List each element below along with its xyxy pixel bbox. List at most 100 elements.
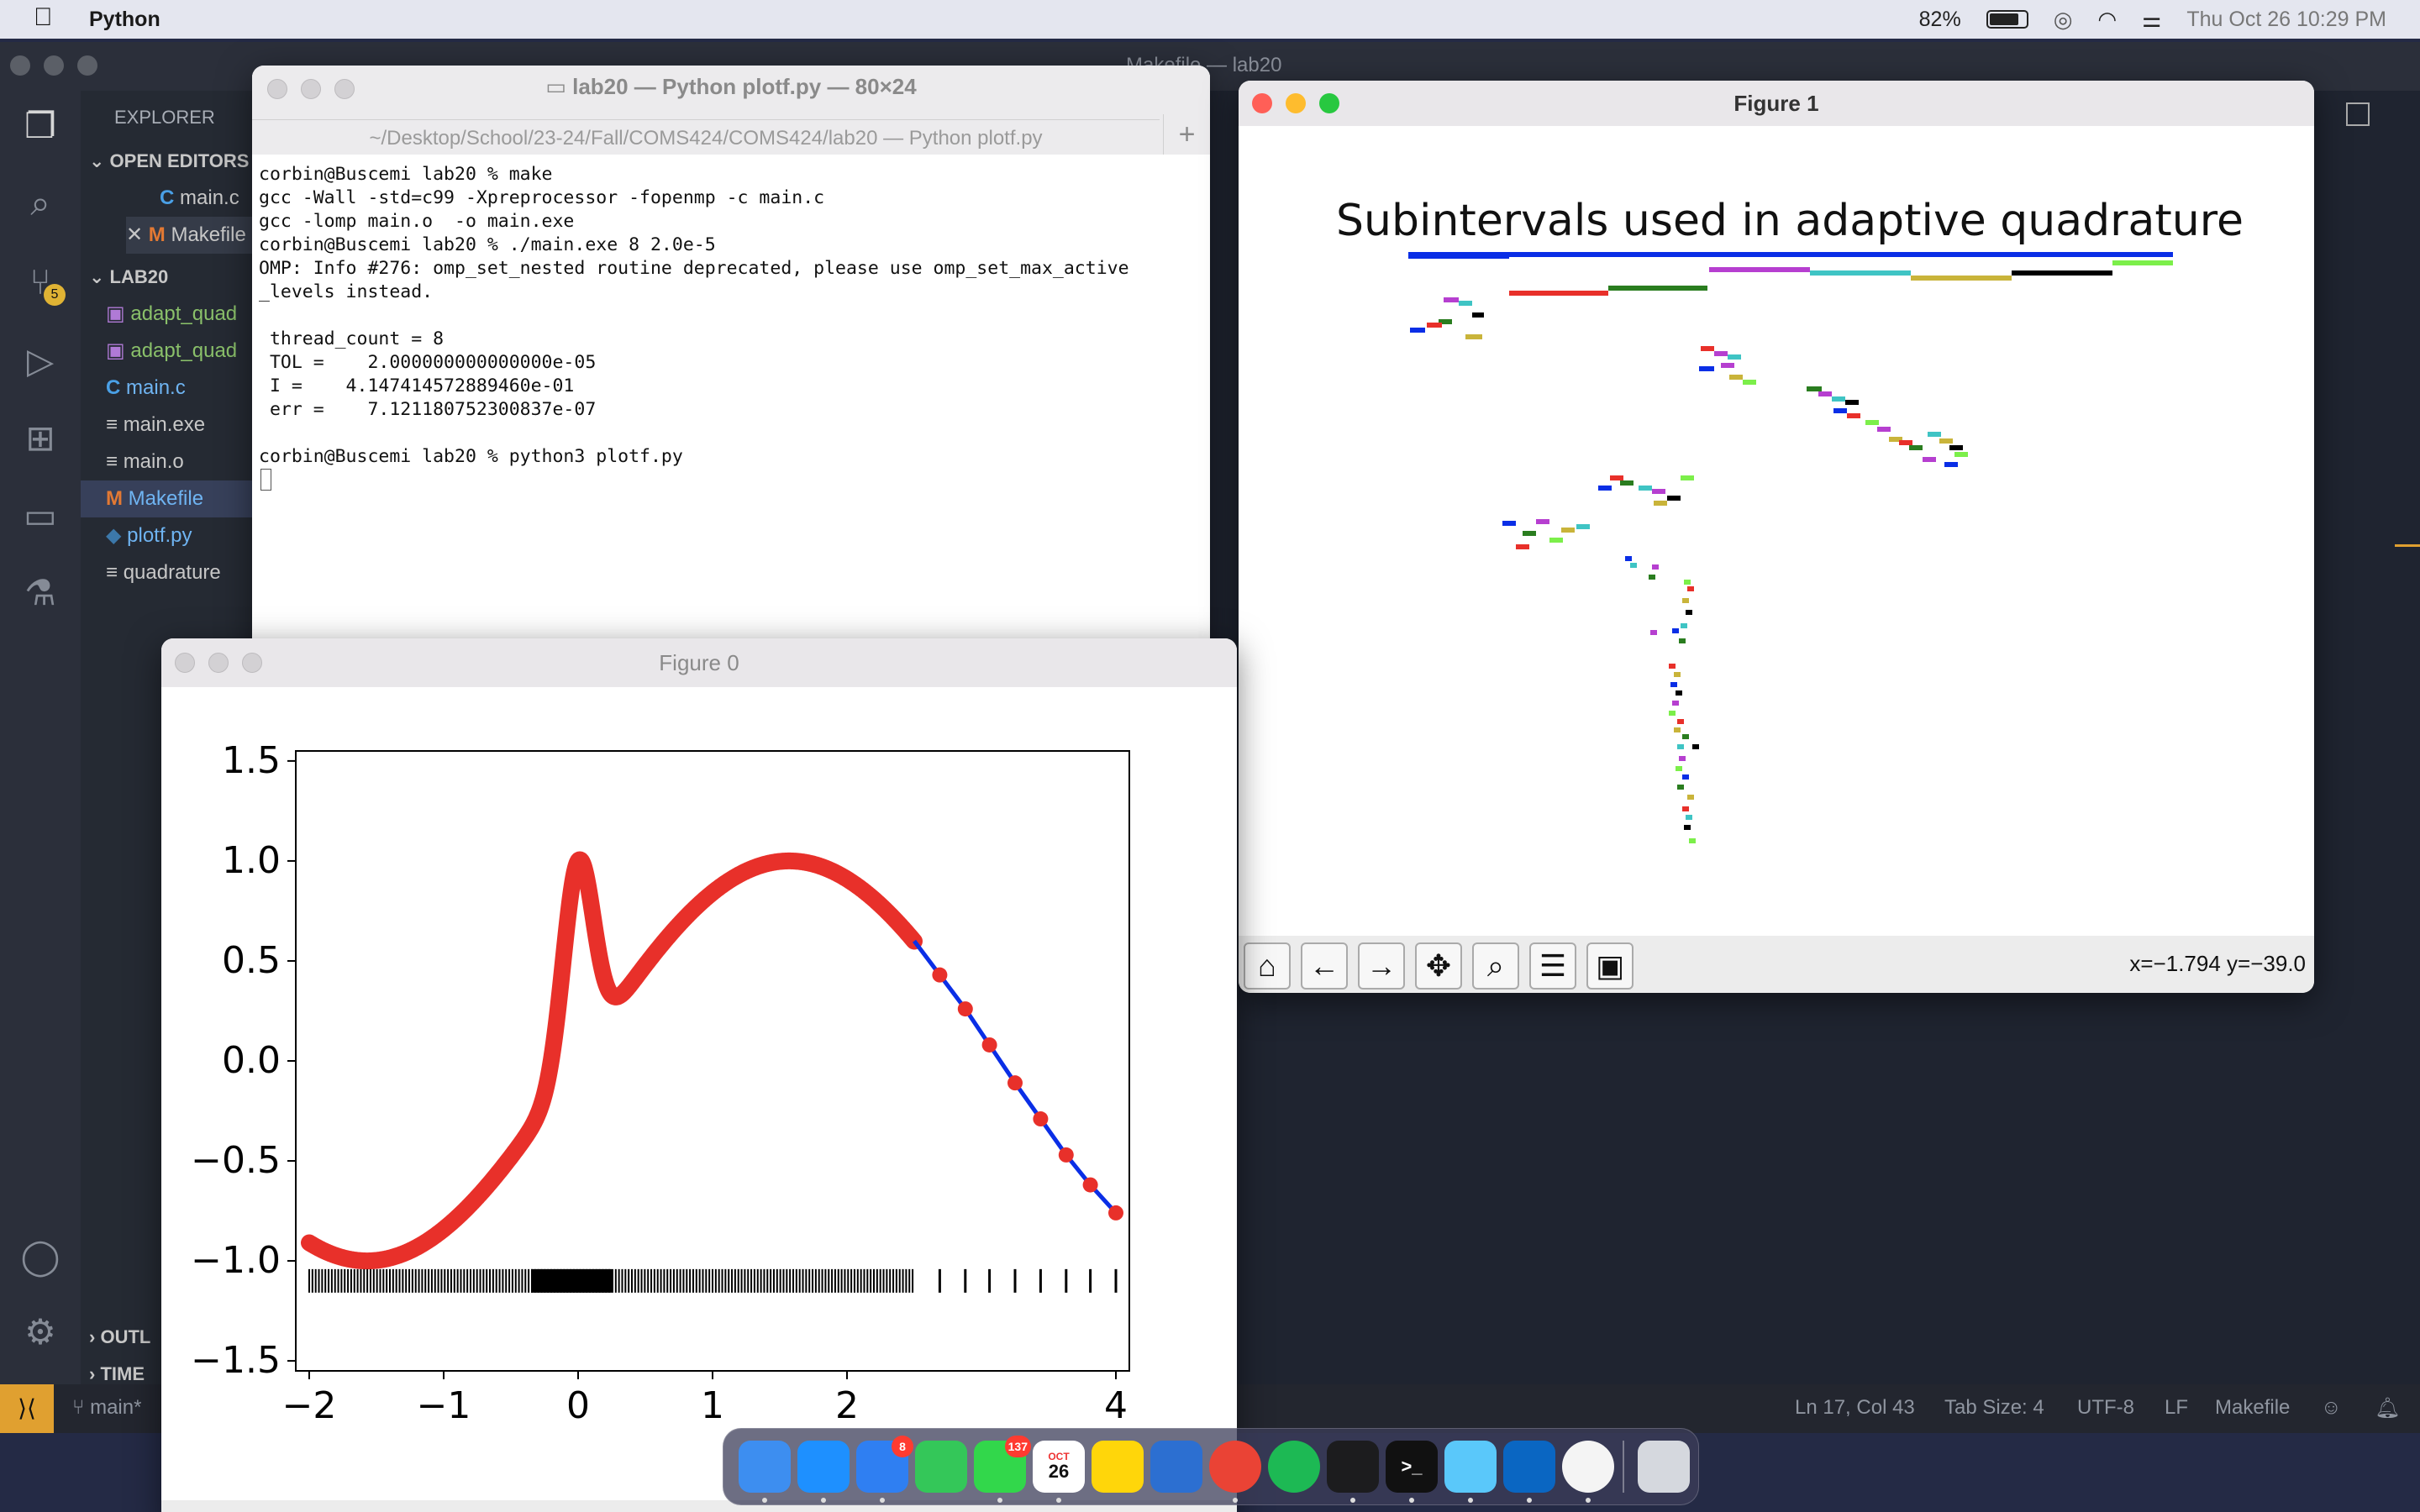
subinterval-bar — [1807, 386, 1822, 391]
branch-indicator[interactable]: ⑂ main* — [72, 1396, 142, 1419]
control-center-icon[interactable]: ⚌ — [2142, 6, 2162, 32]
terminal-tab[interactable]: ~/Desktop/School/23-24/Fall/COMS424/COMS… — [252, 119, 1160, 150]
minimize-button[interactable] — [1286, 93, 1306, 113]
spotify-icon[interactable] — [1268, 1441, 1320, 1493]
zoom-button[interactable] — [334, 79, 355, 99]
finder-icon[interactable] — [739, 1441, 791, 1503]
wifi-icon[interactable]: ◠ — [2097, 6, 2118, 32]
file-item[interactable]: ≡ main.exe — [106, 413, 206, 436]
mail-icon[interactable]: 8 — [856, 1436, 913, 1503]
y-tick-label: 0.5 — [222, 939, 281, 982]
open-editors-header[interactable]: ⌄ OPEN EDITORS — [89, 150, 250, 171]
subinterval-bar — [1608, 286, 1707, 291]
remote-indicator-icon[interactable]: ⟩⟨ — [0, 1384, 54, 1433]
trash-icon[interactable] — [1638, 1441, 1690, 1493]
file-item[interactable]: ≡ quadrature — [106, 561, 221, 584]
accounts-icon[interactable]: ◯ — [20, 1236, 60, 1276]
source-control-icon[interactable]: ⑂ 5 — [17, 259, 66, 306]
zoom-icon[interactable]: ⌕ — [1472, 942, 1519, 990]
file-item[interactable]: ◆ plotf.py — [106, 524, 192, 547]
home-icon[interactable]: ⌂ — [1244, 942, 1291, 990]
zoom-button[interactable] — [1319, 93, 1339, 113]
extensions-icon[interactable]: ⊞ — [25, 418, 55, 458]
file-item[interactable]: C main.c — [106, 376, 186, 399]
file-item[interactable]: ▣ adapt_quad — [106, 339, 238, 362]
notifications-icon[interactable]: 🔔︎ — [2375, 1397, 2401, 1420]
file-item-selected[interactable]: M Makefile — [81, 480, 257, 517]
close-icon[interactable]: ✕ — [126, 223, 144, 246]
subinterval-bar — [1833, 408, 1847, 413]
testing-icon[interactable]: ⚗ — [24, 573, 56, 612]
chrome-icon[interactable] — [1209, 1441, 1261, 1503]
outline-header[interactable]: › OUTL — [89, 1326, 151, 1347]
forward-icon[interactable]: → — [1358, 942, 1405, 990]
tab-size[interactable]: Tab Size: 4 — [1944, 1396, 2044, 1419]
search-icon[interactable]: ⌕ — [30, 183, 50, 223]
activity-monitor-icon[interactable] — [1327, 1441, 1379, 1503]
language-mode[interactable]: Makefile — [2215, 1396, 2291, 1419]
function-plot[interactable]: 1.5 1.0 0.5 0.0 −0.5 −1.0 −1.5−2 −1 0 1 2 4 — [161, 687, 1237, 1512]
maps-icon[interactable] — [1444, 1441, 1497, 1503]
minimize-button[interactable] — [301, 79, 321, 99]
new-tab-icon[interactable]: + — [1163, 114, 1210, 155]
running-indicator — [1056, 1498, 1061, 1503]
zoom-button[interactable] — [242, 653, 262, 673]
calendar-icon[interactable]: 26 OCT — [1033, 1441, 1085, 1503]
xcode-icon[interactable] — [1150, 1441, 1202, 1493]
feedback-icon[interactable]: ☺ — [2321, 1396, 2342, 1419]
open-editor-makefile[interactable]: ✕ M Makefile — [126, 217, 257, 254]
encoding[interactable]: UTF-8 — [2077, 1396, 2134, 1419]
quadrature-point — [1108, 1205, 1123, 1221]
subinterval-bar — [1677, 744, 1684, 749]
facetime-icon[interactable] — [915, 1441, 967, 1493]
settings-gear-icon[interactable]: ⚙ — [24, 1312, 56, 1352]
explorer-icon[interactable]: ❐ — [24, 106, 56, 145]
close-button[interactable] — [175, 653, 195, 673]
zoom-button[interactable] — [77, 55, 97, 76]
close-button[interactable] — [10, 55, 30, 76]
subinterval-bar — [1686, 815, 1692, 820]
run-debug-icon[interactable]: ▷ — [26, 341, 55, 381]
minimize-button[interactable] — [44, 55, 64, 76]
back-icon[interactable]: ← — [1301, 942, 1348, 990]
folder-icon: ▭ — [545, 74, 566, 99]
battery-icon[interactable] — [1986, 10, 2028, 29]
pan-icon[interactable]: ✥ — [1415, 942, 1462, 990]
notes-icon[interactable] — [1092, 1441, 1144, 1493]
running-indicator — [997, 1498, 1002, 1503]
open-editor-main-c[interactable]: C main.c — [160, 186, 239, 209]
file-item[interactable]: ▣ adapt_quad — [106, 302, 238, 325]
subinterval-bar — [1699, 366, 1714, 371]
notification-badge: 137 — [1004, 1436, 1031, 1457]
remote-explorer-icon[interactable]: ▭ — [24, 496, 57, 535]
timeline-header[interactable]: › TIME — [89, 1363, 145, 1384]
vscode-icon[interactable] — [1503, 1441, 1555, 1503]
close-button[interactable] — [267, 79, 287, 99]
pinwheel-icon[interactable] — [1562, 1441, 1614, 1503]
eol[interactable]: LF — [2165, 1396, 2189, 1419]
image-file-icon: ▣ — [106, 339, 125, 362]
close-button[interactable] — [1252, 93, 1272, 113]
figure1-title: Figure 1 — [1733, 91, 1819, 116]
safari-icon[interactable] — [797, 1441, 850, 1503]
save-icon[interactable]: ▣ — [1586, 942, 1634, 990]
folder-header[interactable]: ⌄ LAB20 — [89, 266, 169, 287]
messages-icon[interactable]: 137 — [974, 1436, 1031, 1503]
app-name[interactable]: Python — [89, 7, 160, 31]
terminal-output[interactable]: corbin@Buscemi lab20 % make gcc -Wall -st… — [259, 163, 1203, 491]
subinterval-bar — [1670, 682, 1677, 687]
subinterval-bar — [1523, 531, 1536, 536]
subinterval-bar — [1729, 375, 1743, 380]
configure-icon[interactable]: ☰ — [1529, 942, 1576, 990]
apple-icon[interactable]:  — [34, 3, 53, 32]
terminal-icon[interactable]: >_ — [1386, 1441, 1438, 1503]
split-editor-icon[interactable] — [2346, 102, 2370, 126]
airdrop-icon[interactable]: ◎ — [2053, 6, 2073, 32]
subinterval-tree-chart[interactable]: Subintervals used in adaptive quadrature — [1239, 126, 2314, 936]
menubar-clock[interactable]: Thu Oct 26 10:29 PM — [2186, 7, 2386, 31]
cursor-position[interactable]: Ln 17, Col 43 — [1795, 1396, 1915, 1419]
minimize-button[interactable] — [208, 653, 229, 673]
subinterval-bar — [1810, 270, 1911, 276]
file-item[interactable]: ≡ main.o — [106, 450, 184, 473]
running-indicator — [1409, 1498, 1414, 1503]
